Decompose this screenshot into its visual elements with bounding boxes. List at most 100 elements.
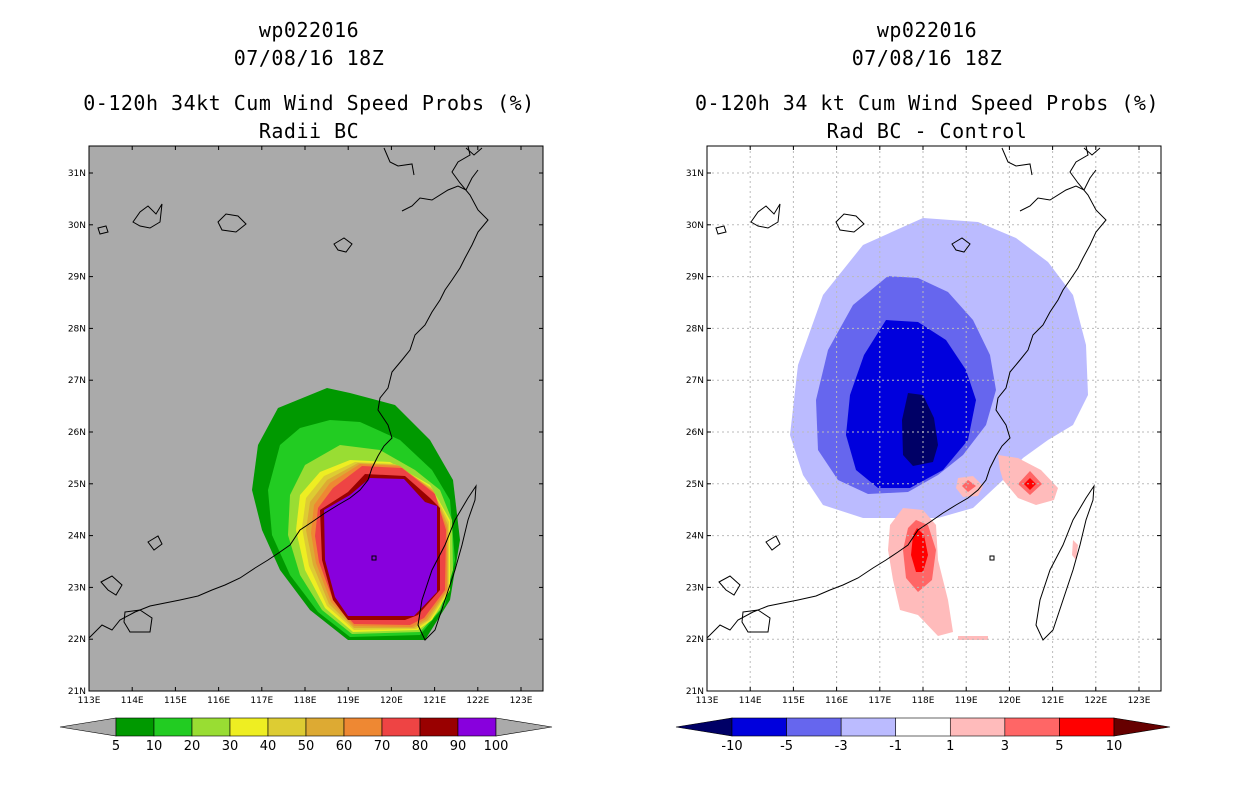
lat-label: 26N [68, 428, 86, 438]
lon-label: 119E [955, 696, 978, 706]
lat-label: 30N [686, 221, 704, 231]
colorbar-label: 30 [222, 739, 239, 754]
left-lon-axis: 113E 114E 115E 116E 117E 118E 119E 120E 121E 122E… [78, 146, 533, 706]
lon-label: 121E [423, 696, 446, 706]
lon-label: 121E [1041, 696, 1064, 706]
colorbar-swatch [949, 717, 1006, 737]
colorbar-swatch [267, 717, 307, 737]
lat-label: 25N [68, 480, 86, 490]
right-subtitle: Rad BC - Control [826, 119, 1028, 143]
lat-label: 29N [686, 273, 704, 283]
contour-90 [324, 478, 437, 616]
colorbar-label: 3 [1001, 739, 1009, 754]
lat-label: 23N [68, 583, 86, 593]
right-storm-id: wp022016 [876, 18, 978, 42]
colorbar-label: 5 [112, 739, 120, 754]
colorbar-label: 10 [146, 739, 163, 754]
right-datetime: 07/08/16 18Z [851, 46, 1003, 70]
lat-label: 26N [686, 428, 704, 438]
right-map-frame [706, 145, 1162, 692]
left-title: 0-120h 34kt Cum Wind Speed Probs (%) [83, 91, 535, 115]
lon-label: 115E [782, 696, 805, 706]
lon-label: 122E [1084, 696, 1107, 706]
colorbar-over-triangle [1113, 717, 1171, 737]
contour-pos-1-e [958, 636, 988, 640]
lon-label: 119E [337, 696, 360, 706]
colorbar-label: 10 [1106, 739, 1123, 754]
colorbar-swatch [419, 717, 459, 737]
left-datetime: 07/08/16 18Z [233, 46, 385, 70]
lon-label: 117E [250, 696, 273, 706]
right-gridlines [707, 146, 1161, 691]
lon-label: 113E [78, 696, 101, 706]
lon-label: 114E [739, 696, 762, 706]
left-map-figure: 113E 114E 115E 116E 117E 118E 119E 120E 121E 122E… [59, 145, 553, 754]
colorbar-swatch [115, 717, 155, 737]
lon-label: 123E [1128, 696, 1151, 706]
colorbar-swatch [457, 717, 497, 737]
lon-label: 114E [121, 696, 144, 706]
left-panel: wp022016 07/08/16 18Z 0-120h 34kt Cum Wi… [59, 18, 553, 754]
lat-label: 21N [68, 687, 86, 697]
lat-label: 28N [68, 324, 86, 334]
left-coastline [89, 146, 489, 641]
colorbar-label: 80 [412, 739, 429, 754]
colorbar-label: 5 [1055, 739, 1063, 754]
lat-label: 24N [686, 532, 704, 542]
colorbar-over-triangle [495, 717, 553, 737]
colorbar-under-triangle [59, 717, 117, 737]
lat-label: 25N [686, 480, 704, 490]
lon-label: 120E [380, 696, 403, 706]
lat-label: 28N [686, 324, 704, 334]
colorbar-swatch [1004, 717, 1060, 737]
right-panel: wp022016 07/08/16 18Z 0-120h 34 kt Cum W… [618, 0, 1236, 800]
colorbar-swatch [1059, 717, 1115, 737]
colorbar-swatch [305, 717, 345, 737]
colorbar-swatch [153, 717, 193, 737]
lat-label: 24N [68, 532, 86, 542]
colorbar-label: 60 [336, 739, 353, 754]
lon-label: 118E [912, 696, 935, 706]
lon-label: 115E [164, 696, 187, 706]
colorbar-under-triangle [675, 717, 733, 737]
colorbar-label: -5 [780, 739, 793, 754]
colorbar-label: 70 [374, 739, 391, 754]
lon-label: 123E [510, 696, 533, 706]
left-map-frame [88, 145, 544, 692]
colorbar-label: -10 [721, 739, 742, 754]
right-colorbar: -10 -5 -3 -1 1 3 5 10 [675, 717, 1171, 754]
left-colorbar: 5 10 20 30 40 50 60 70 80 90 100 [59, 717, 553, 754]
lat-label: 31N [68, 169, 86, 179]
colorbar-swatch [229, 717, 269, 737]
lon-label: 117E [868, 696, 891, 706]
lon-label: 116E [825, 696, 848, 706]
lat-label: 22N [68, 635, 86, 645]
colorbar-label: -1 [889, 739, 902, 754]
lat-label: 21N [686, 687, 704, 697]
colorbar-label: 20 [184, 739, 201, 754]
left-subtitle: Radii BC [258, 119, 360, 143]
colorbar-label: 40 [260, 739, 277, 754]
lat-label: 27N [68, 376, 86, 386]
colorbar-label: 1 [946, 739, 954, 754]
colorbar-label: -3 [835, 739, 848, 754]
lon-label: 118E [294, 696, 317, 706]
left-probability-contours [252, 388, 460, 640]
lat-label: 27N [686, 376, 704, 386]
lat-label: 31N [686, 169, 704, 179]
lat-label: 23N [686, 583, 704, 593]
contour-pos-3-c [962, 480, 976, 492]
right-map-figure: 113E 114E 115E 116E 117E 118E 119E 120E 121E 122E… [675, 145, 1171, 754]
right-lon-axis: 113E 114E 115E 116E 117E 118E 119E 120E 121E 122E… [696, 146, 1151, 706]
colorbar-swatch [191, 717, 231, 737]
contour-pos-5 [911, 528, 928, 572]
right-title: 0-120h 34 kt Cum Wind Speed Probs (%) [694, 91, 1160, 115]
contour-pos-1-d [1072, 540, 1078, 560]
lon-label: 120E [998, 696, 1021, 706]
lat-label: 29N [68, 273, 86, 283]
lat-label: 22N [686, 635, 704, 645]
colorbar-swatch [731, 717, 787, 737]
colorbar-swatch [895, 717, 951, 737]
colorbar-swatch [840, 717, 897, 737]
colorbar-label: 100 [484, 739, 509, 754]
